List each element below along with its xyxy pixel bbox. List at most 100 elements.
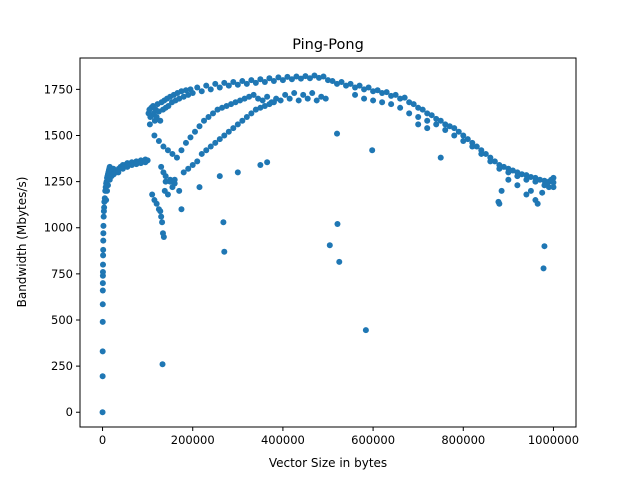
data-point: [374, 87, 381, 94]
data-point: [155, 138, 162, 145]
data-point: [124, 163, 131, 170]
data-point: [198, 88, 205, 95]
data-point: [322, 95, 329, 102]
data-point: [159, 361, 166, 368]
data-point: [329, 78, 336, 85]
y-axis-label: Bandwidth (Mbytes/s): [15, 177, 29, 308]
data-point: [182, 87, 189, 94]
data-point: [237, 97, 244, 104]
data-point: [216, 136, 223, 143]
y-tick-label: 1750: [44, 82, 73, 96]
data-point: [176, 187, 183, 194]
data-point: [205, 114, 212, 121]
data-point: [496, 165, 503, 172]
x-tick-label: 1000000: [528, 433, 579, 447]
data-point: [196, 184, 203, 191]
data-point: [270, 99, 277, 106]
data-point: [157, 208, 164, 215]
data-point: [383, 89, 390, 96]
data-point: [313, 97, 320, 104]
data-point: [286, 95, 293, 102]
data-point: [100, 230, 107, 237]
data-point: [259, 97, 266, 104]
data-point: [487, 158, 494, 165]
data-point: [221, 132, 228, 139]
data-point: [100, 213, 107, 220]
data-point: [361, 86, 368, 93]
data-point: [293, 73, 300, 80]
data-point: [203, 147, 210, 154]
data-point: [309, 90, 316, 97]
data-point: [514, 173, 521, 180]
data-point: [464, 136, 471, 143]
data-point: [419, 106, 426, 113]
data-point: [406, 110, 413, 117]
data-point: [232, 99, 239, 106]
data-point: [543, 180, 550, 187]
data-point: [176, 95, 183, 102]
data-point: [178, 147, 185, 154]
data-point: [361, 95, 368, 102]
data-point: [306, 75, 313, 82]
data-point: [334, 130, 341, 137]
data-point: [100, 261, 106, 268]
data-point: [201, 117, 207, 124]
data-point: [230, 125, 237, 132]
data-point: [523, 172, 530, 179]
data-point: [234, 81, 241, 88]
data-point: [433, 115, 440, 122]
data-point: [210, 110, 217, 117]
data-point: [362, 327, 369, 334]
axes-frame: [79, 57, 577, 428]
data-point: [291, 90, 298, 97]
data-point: [99, 301, 106, 308]
data-point: [248, 77, 255, 84]
data-point: [164, 191, 171, 198]
data-point: [159, 219, 166, 226]
data-point: [257, 162, 264, 169]
data-point: [248, 110, 255, 117]
y-axis: 0 250 500 750 1000 1250 1500 1750: [44, 82, 80, 419]
chart-title: Ping-Pong: [292, 37, 364, 53]
data-point: [158, 213, 165, 220]
data-point: [397, 104, 404, 111]
data-point: [212, 139, 219, 146]
data-point: [523, 176, 530, 183]
data-point: [103, 197, 110, 204]
data-point: [365, 84, 372, 91]
data-point: [266, 101, 273, 108]
data-point: [304, 95, 311, 102]
y-tick-label: 250: [51, 359, 73, 373]
data-point: [437, 154, 444, 161]
data-point: [189, 90, 196, 97]
data-point: [171, 176, 178, 183]
data-point: [433, 121, 440, 128]
data-point: [173, 154, 180, 161]
data-point: [318, 93, 325, 100]
data-point: [334, 80, 341, 87]
data-point: [100, 237, 107, 244]
data-point: [198, 150, 205, 157]
data-point: [178, 88, 185, 95]
data-point: [347, 80, 354, 87]
data-point: [550, 184, 557, 191]
x-tick-label: 600000: [351, 433, 395, 447]
y-tick-label: 1500: [44, 128, 73, 142]
data-point: [442, 126, 449, 133]
data-point: [99, 280, 106, 287]
y-tick-label: 1250: [44, 175, 73, 189]
data-point: [261, 78, 268, 85]
data-point: [505, 176, 512, 183]
data-point: [370, 97, 377, 104]
data-point: [379, 99, 386, 106]
x-axis: 0 200000 400000 600000 800000 1000000: [99, 427, 579, 447]
data-point: [101, 204, 108, 211]
data-point: [320, 73, 327, 80]
data-point: [180, 93, 187, 100]
data-point: [194, 158, 201, 165]
data-point: [207, 86, 214, 93]
data-point: [189, 162, 196, 169]
data-point: [334, 221, 341, 228]
data-point: [523, 191, 530, 198]
